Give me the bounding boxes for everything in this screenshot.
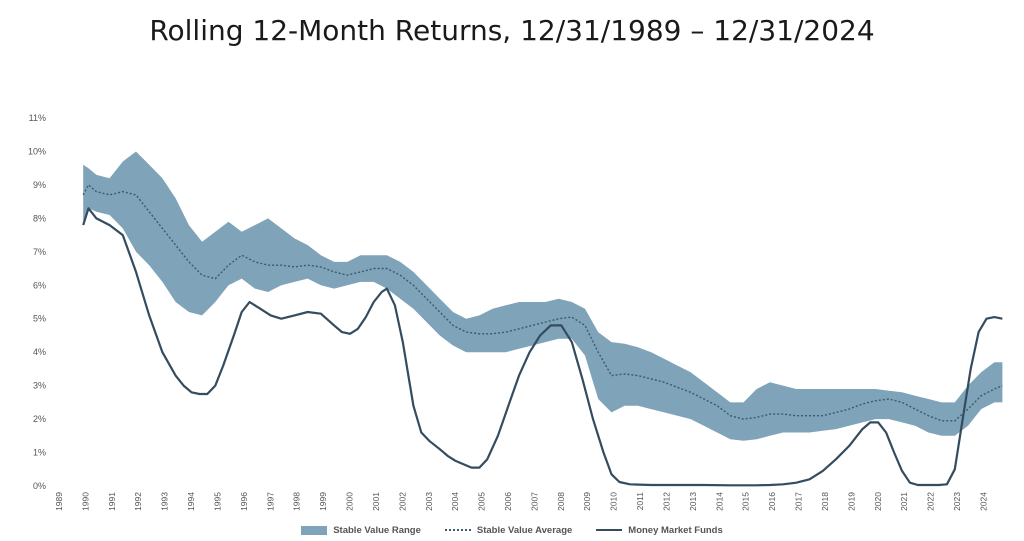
legend-swatch-range	[301, 525, 328, 535]
legend: Stable Value Range Stable Value Average …	[0, 522, 1024, 538]
legend-label-range: Stable Value Range	[333, 524, 421, 536]
x-tick-label: 1993	[160, 492, 170, 511]
x-tick-label: 2014	[714, 492, 724, 511]
x-tick-label: 2007	[529, 492, 539, 511]
legend-label-average: Stable Value Average	[476, 524, 573, 536]
series-layer	[82, 151, 1003, 487]
x-tick-label: 2008	[556, 492, 566, 511]
y-tick-label: 11%	[29, 113, 46, 123]
y-tick-label: 0%	[33, 481, 46, 491]
y-tick-label: 8%	[33, 213, 46, 223]
x-tick-label: 2003	[424, 492, 434, 511]
x-tick-label: 2019	[846, 492, 856, 511]
x-tick-label: 2010	[609, 492, 619, 511]
legend-swatch-average	[444, 529, 471, 531]
chart-title: Rolling 12-Month Returns, 12/31/1989 – 1…	[149, 14, 875, 47]
legend-label-money-market: Money Market Funds	[628, 524, 723, 536]
x-tick-label: 1991	[107, 492, 117, 511]
x-tick-label: 2009	[582, 492, 592, 511]
x-tick-label: 2001	[371, 492, 381, 511]
stable-value-range-band	[83, 151, 1003, 441]
x-tick-label: 1992	[133, 492, 143, 511]
x-tick-label: 1995	[212, 492, 222, 511]
x-tick-label: 2024	[978, 492, 988, 511]
x-tick-label: 2005	[477, 492, 487, 511]
y-tick-label: 9%	[33, 180, 46, 190]
y-tick-label: 4%	[33, 347, 46, 357]
x-tick-label: 2002	[397, 492, 407, 511]
x-tick-label: 1996	[239, 492, 249, 511]
x-tick-label: 2011	[635, 492, 645, 511]
y-tick-label: 2%	[33, 414, 46, 424]
x-tick-label: 2012	[661, 492, 671, 511]
y-tick-label: 10%	[28, 146, 46, 156]
y-tick-label: 3%	[33, 381, 46, 391]
legend-item-money-market: Money Market Funds	[596, 525, 723, 536]
x-tick-label: 2021	[899, 492, 909, 511]
stable-value-average-line	[82, 183, 1003, 422]
legend-item-range: Stable Value Range	[301, 525, 421, 536]
x-tick-label: 1990	[80, 492, 90, 511]
legend-item-average: Stable Value Average	[444, 524, 573, 536]
x-tick-label: 2006	[503, 492, 513, 511]
x-tick-label: 1994	[186, 492, 196, 511]
y-tick-label: 6%	[33, 280, 46, 290]
y-tick-label: 5%	[33, 314, 46, 324]
y-tick-label: 7%	[33, 247, 46, 257]
x-tick-label: 2016	[767, 492, 777, 511]
x-tick-label: 1989	[54, 492, 64, 511]
x-tick-label: 1999	[318, 492, 328, 511]
x-tick-label: 2017	[794, 492, 804, 511]
y-axis: 0% 1% 2% 3% 4% 5% 6% 7% 8% 9% 10% 11%	[28, 113, 46, 491]
x-tick-label: 2023	[952, 492, 962, 511]
x-tick-label: 1997	[265, 492, 275, 511]
x-tick-label: 2020	[873, 492, 883, 511]
legend-swatch-money-market	[596, 529, 623, 531]
x-tick-label: 2013	[688, 492, 698, 511]
x-tick-label: 2022	[926, 492, 936, 511]
x-tick-label: 1998	[292, 492, 302, 511]
x-tick-label: 2018	[820, 492, 830, 511]
y-tick-label: 1%	[33, 448, 46, 458]
x-tick-label: 2015	[741, 492, 751, 511]
x-tick-label: 2004	[450, 492, 460, 511]
x-axis: 1989 1990 1991 1992 1993 1994 1995 1996 1997 1998…	[54, 492, 988, 511]
x-tick-label: 2000	[345, 492, 355, 511]
money-market-funds-line	[82, 207, 1003, 487]
